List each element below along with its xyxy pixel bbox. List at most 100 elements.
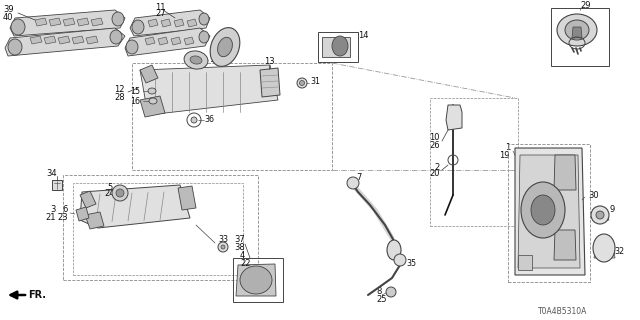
- Polygon shape: [184, 37, 194, 45]
- Text: 14: 14: [358, 31, 369, 41]
- Text: 10: 10: [429, 133, 440, 142]
- Text: 20: 20: [429, 170, 440, 179]
- Ellipse shape: [112, 12, 124, 26]
- Text: 7: 7: [356, 173, 362, 182]
- Text: 2: 2: [435, 163, 440, 172]
- Polygon shape: [554, 230, 576, 260]
- Polygon shape: [518, 155, 580, 268]
- Text: FR.: FR.: [28, 290, 46, 300]
- Ellipse shape: [110, 30, 122, 44]
- Polygon shape: [52, 180, 62, 190]
- Polygon shape: [597, 210, 609, 222]
- Polygon shape: [140, 65, 158, 83]
- Ellipse shape: [184, 51, 208, 69]
- Polygon shape: [322, 37, 350, 57]
- Ellipse shape: [218, 242, 228, 252]
- Ellipse shape: [300, 81, 305, 85]
- Text: 15: 15: [130, 86, 140, 95]
- Polygon shape: [125, 28, 210, 56]
- Polygon shape: [554, 155, 576, 190]
- Polygon shape: [30, 36, 42, 44]
- Text: 27: 27: [155, 9, 166, 18]
- Bar: [318, 32, 358, 62]
- Ellipse shape: [218, 37, 232, 57]
- Text: 28: 28: [115, 92, 125, 101]
- Text: 13: 13: [264, 58, 275, 67]
- Ellipse shape: [347, 177, 359, 189]
- Ellipse shape: [112, 185, 128, 201]
- Ellipse shape: [116, 189, 124, 197]
- Ellipse shape: [521, 182, 565, 238]
- Polygon shape: [85, 212, 104, 229]
- Polygon shape: [5, 28, 125, 56]
- Polygon shape: [140, 96, 165, 117]
- Ellipse shape: [221, 245, 225, 249]
- Text: 29: 29: [580, 2, 591, 11]
- Polygon shape: [80, 191, 96, 208]
- Text: 1: 1: [505, 143, 510, 153]
- Polygon shape: [174, 19, 184, 27]
- Ellipse shape: [199, 31, 209, 43]
- Text: 40: 40: [3, 12, 13, 21]
- Polygon shape: [80, 185, 190, 228]
- Polygon shape: [76, 207, 89, 221]
- Polygon shape: [187, 19, 197, 27]
- Text: 9: 9: [610, 205, 615, 214]
- Polygon shape: [49, 18, 61, 26]
- Polygon shape: [178, 186, 196, 210]
- Polygon shape: [515, 148, 585, 275]
- Ellipse shape: [191, 117, 197, 123]
- Bar: [132, 63, 332, 170]
- Text: 37: 37: [234, 236, 244, 244]
- Polygon shape: [91, 18, 103, 26]
- Text: 17: 17: [220, 28, 230, 37]
- Text: 39: 39: [3, 5, 13, 14]
- Ellipse shape: [565, 20, 589, 40]
- Polygon shape: [10, 10, 125, 36]
- Bar: [63, 175, 258, 280]
- Ellipse shape: [593, 234, 615, 262]
- Ellipse shape: [148, 88, 156, 94]
- Polygon shape: [161, 19, 171, 27]
- Ellipse shape: [149, 98, 157, 104]
- Ellipse shape: [11, 19, 25, 35]
- Polygon shape: [63, 18, 75, 26]
- Polygon shape: [171, 37, 181, 45]
- Ellipse shape: [596, 211, 604, 219]
- Ellipse shape: [190, 56, 202, 64]
- Text: 31: 31: [310, 77, 320, 86]
- Ellipse shape: [531, 195, 555, 225]
- Bar: [233, 258, 283, 302]
- Text: 12: 12: [115, 85, 125, 94]
- Ellipse shape: [394, 254, 406, 266]
- Text: 3: 3: [51, 205, 56, 214]
- Text: T0A4B5310A: T0A4B5310A: [538, 308, 588, 316]
- Text: 38: 38: [234, 243, 244, 252]
- Ellipse shape: [132, 20, 144, 34]
- Text: 26: 26: [429, 140, 440, 149]
- Polygon shape: [77, 18, 89, 26]
- Text: 30: 30: [588, 190, 598, 199]
- Ellipse shape: [126, 40, 138, 54]
- Polygon shape: [44, 36, 56, 44]
- Text: 25: 25: [376, 294, 387, 303]
- Text: 8: 8: [376, 287, 381, 297]
- Polygon shape: [572, 27, 582, 38]
- Text: 5: 5: [108, 182, 113, 191]
- Text: 4: 4: [240, 252, 245, 260]
- Bar: [508, 144, 590, 282]
- Ellipse shape: [386, 287, 396, 297]
- Ellipse shape: [387, 240, 401, 260]
- Ellipse shape: [199, 13, 209, 25]
- Bar: [73, 183, 243, 275]
- Text: 32: 32: [614, 246, 624, 255]
- Polygon shape: [148, 19, 158, 27]
- Ellipse shape: [557, 14, 597, 46]
- Ellipse shape: [210, 28, 240, 66]
- Polygon shape: [518, 255, 532, 270]
- Polygon shape: [594, 240, 615, 258]
- Bar: [551, 8, 609, 66]
- Polygon shape: [145, 37, 155, 45]
- Text: 33: 33: [218, 236, 228, 244]
- Text: 34: 34: [47, 170, 58, 179]
